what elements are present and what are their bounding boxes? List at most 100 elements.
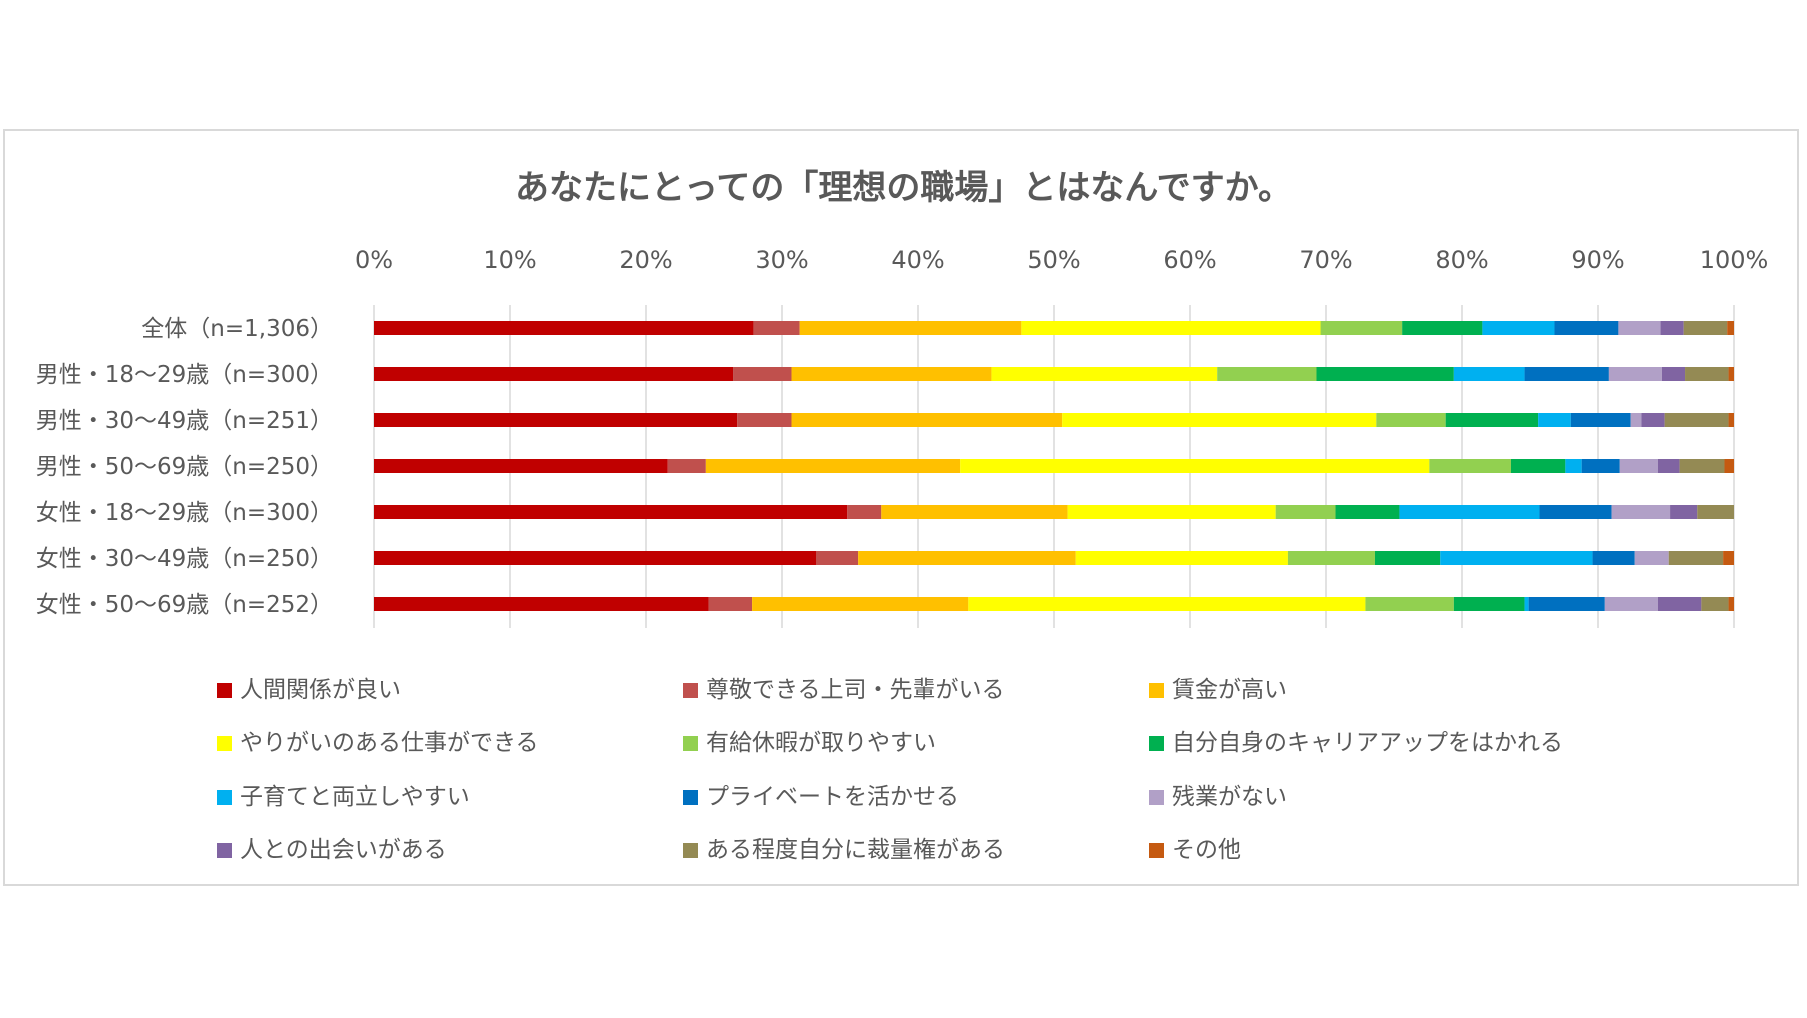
legend-label: 自分自身のキャリアアップをはかれる	[1172, 730, 1563, 756]
x-tick-label: 60%	[1163, 246, 1216, 274]
bar-segment	[1275, 505, 1336, 519]
bar-segment	[752, 597, 969, 611]
legend-item: 子育てと両立しやすい	[217, 777, 470, 811]
bar-segment	[1685, 367, 1729, 381]
bar-segment	[791, 413, 1063, 427]
bar-segment	[1611, 505, 1671, 519]
bar-segment	[791, 367, 992, 381]
bar-segment	[374, 505, 848, 519]
bar-segment	[1287, 551, 1375, 565]
bar-segment	[968, 597, 1366, 611]
x-tick-label: 90%	[1571, 246, 1624, 274]
bar-segment	[1592, 551, 1635, 565]
bar-segment	[1524, 367, 1609, 381]
bar-segment	[816, 551, 859, 565]
bar-segment	[960, 459, 1430, 473]
legend-swatch	[683, 735, 698, 751]
legend-swatch	[683, 842, 698, 858]
x-tick-label: 70%	[1299, 246, 1352, 274]
legend-swatch	[217, 735, 232, 751]
legend-swatch	[217, 682, 232, 698]
bar-segment	[1664, 413, 1729, 427]
bar-segment	[1728, 597, 1734, 611]
x-tick-label: 40%	[891, 246, 944, 274]
bar-segment	[1657, 597, 1702, 611]
bar-segment	[1376, 413, 1446, 427]
legend-item: プライベートを活かせる	[683, 777, 959, 811]
legend-item: 尊敬できる上司・先輩がいる	[683, 670, 1005, 704]
x-tick-label: 80%	[1435, 246, 1488, 274]
bar-segment	[1440, 551, 1593, 565]
bar-segment	[1453, 597, 1525, 611]
bar-segment	[1670, 505, 1698, 519]
legend-swatch	[1149, 789, 1164, 805]
category-label: 男性・18～29歳（n=300）	[36, 362, 333, 388]
legend-label: 子育てと両立しやすい	[240, 784, 470, 810]
bar-segment	[1374, 551, 1441, 565]
x-tick-label: 30%	[755, 246, 808, 274]
bar-segment	[753, 321, 800, 335]
bar-segment	[1728, 367, 1734, 381]
bar-segment	[1728, 413, 1734, 427]
legend-label: 賃金が高い	[1172, 677, 1287, 703]
bar-segment	[737, 413, 792, 427]
bar-segment	[1217, 367, 1317, 381]
bar-segment	[374, 551, 816, 565]
legend-label: 尊敬できる上司・先輩がいる	[706, 677, 1005, 703]
legend-label: プライベートを活かせる	[706, 784, 959, 810]
bar-segment	[374, 459, 668, 473]
legend-swatch	[217, 789, 232, 805]
bar-segment	[1657, 459, 1680, 473]
legend-swatch	[1149, 735, 1164, 751]
bar-segment	[708, 597, 753, 611]
legend-item: 有給休暇が取りやすい	[683, 723, 936, 757]
bar-segment	[1727, 321, 1734, 335]
bar-segment	[1399, 505, 1540, 519]
category-label: 女性・18～29歳（n=300）	[36, 500, 333, 526]
bar-segment	[733, 367, 792, 381]
bar-segment	[1668, 551, 1724, 565]
bar-segment	[1445, 413, 1539, 427]
x-tick-label: 0%	[355, 246, 393, 274]
bar-segment	[1701, 597, 1729, 611]
bar-segment	[1679, 459, 1725, 473]
category-label: 男性・50～69歳（n=250）	[36, 454, 333, 480]
bar-segment	[1581, 459, 1620, 473]
legend-item: 自分自身のキャリアアップをはかれる	[1149, 723, 1563, 757]
chart-frame	[3, 129, 1799, 886]
legend-label: 人との出会いがある	[240, 837, 447, 863]
category-label: 男性・30～49歳（n=251）	[36, 408, 333, 434]
legend-label: その他	[1172, 837, 1241, 863]
legend-label: やりがいのある仕事ができる	[240, 730, 539, 756]
legend-label: 人間関係が良い	[240, 677, 401, 703]
legend-swatch	[217, 842, 232, 858]
bar-segment	[1402, 321, 1483, 335]
bar-segment	[1528, 597, 1605, 611]
legend-item: 賃金が高い	[1149, 670, 1287, 704]
bar-segment	[1453, 367, 1525, 381]
bar-segment	[1661, 367, 1686, 381]
x-tick-label: 10%	[483, 246, 536, 274]
legend-swatch	[683, 789, 698, 805]
bar-segment	[1075, 551, 1288, 565]
legend-item: 人間関係が良い	[217, 670, 401, 704]
legend-swatch	[1149, 682, 1164, 698]
bar-segment	[1554, 321, 1619, 335]
bar-segment	[1316, 367, 1454, 381]
bar-segment	[374, 367, 734, 381]
bar-segment	[667, 459, 706, 473]
legend-item: やりがいのある仕事ができる	[217, 723, 539, 757]
bar-segment	[1618, 321, 1661, 335]
bar-segment	[1683, 321, 1728, 335]
bar-segment	[1619, 459, 1658, 473]
legend-label: 有給休暇が取りやすい	[706, 730, 936, 756]
bar-segment	[1365, 597, 1454, 611]
bar-segment	[1724, 459, 1734, 473]
x-tick-label: 100%	[1700, 246, 1769, 274]
bar-segment	[1539, 505, 1612, 519]
bar-segment	[1335, 505, 1400, 519]
legend-item: ある程度自分に裁量権がある	[683, 830, 1005, 864]
legend-item: 残業がない	[1149, 777, 1287, 811]
bar-segment	[1524, 597, 1529, 611]
